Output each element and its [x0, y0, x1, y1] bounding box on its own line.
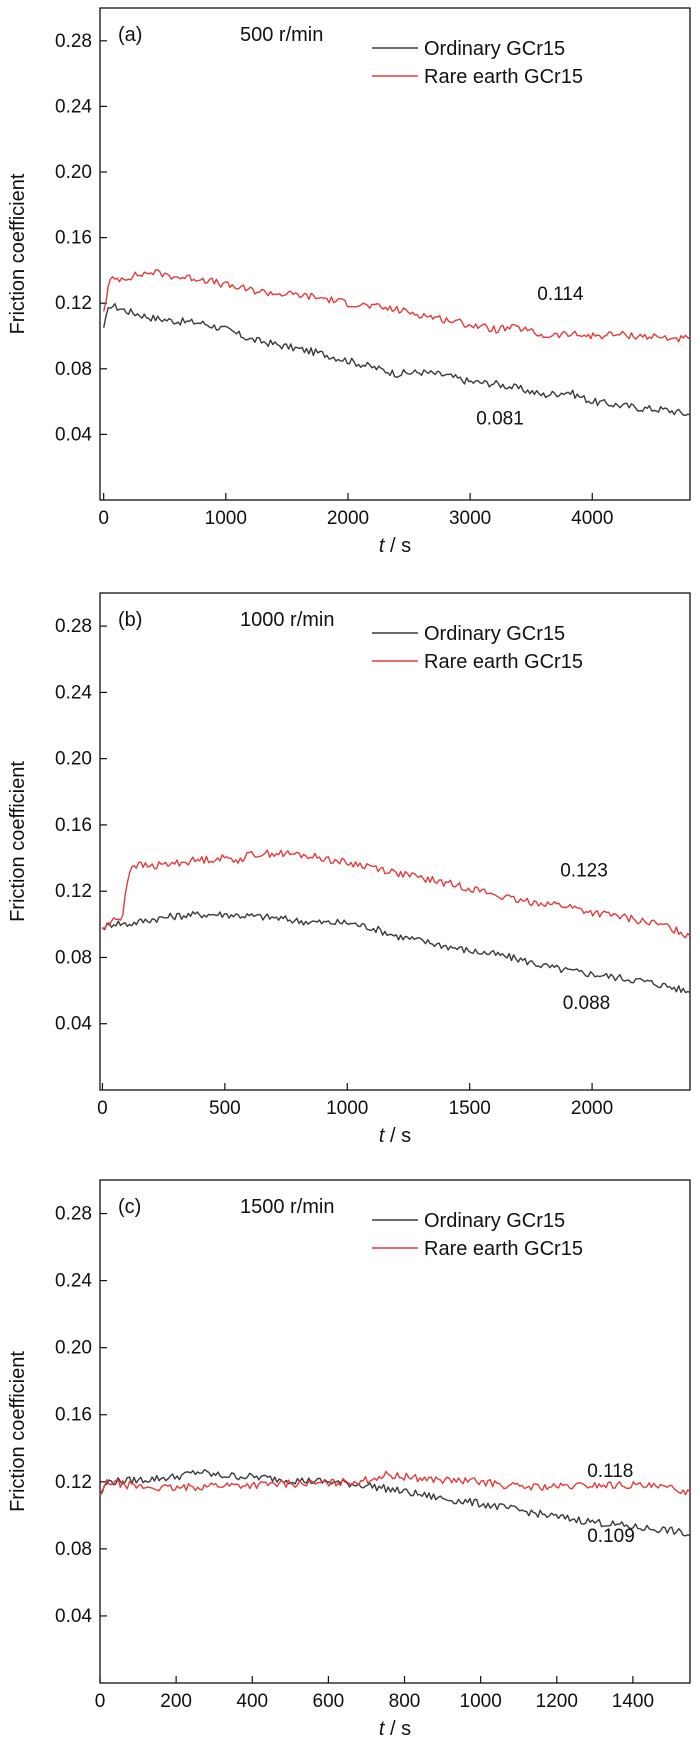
y-tick-label: 0.12 [55, 293, 92, 314]
series-line-ordinary [101, 911, 691, 994]
y-tick-label: 0.16 [55, 1405, 92, 1426]
series-line-ordinary [103, 303, 691, 417]
series-line-rare-earth [102, 849, 691, 939]
x-tick-label: 1200 [536, 1691, 578, 1712]
value-annotation: 0.123 [560, 860, 608, 881]
y-tick-label: 0.24 [55, 1271, 92, 1292]
x-tick-label: 200 [160, 1691, 192, 1712]
panel-label: (a) [118, 24, 142, 46]
x-tick-label: 0 [97, 1098, 108, 1119]
panel-c: 0.04 0.08 0.12 0.16 0.20 0.24 0.28 0 200 400 600 80… [7, 1179, 691, 1740]
y-tick-label: 0.12 [55, 1472, 92, 1493]
x-tick-label: 3000 [449, 508, 491, 529]
y-axis-label: Friction coefficient [7, 761, 29, 922]
x-axis-label: t / s [379, 1718, 411, 1740]
y-tick-label: 0.16 [55, 815, 92, 836]
legend-entry: Rare earth GCr15 [424, 66, 583, 88]
speed-label: 1000 r/min [240, 609, 335, 631]
y-tick-label: 0.28 [55, 1204, 92, 1225]
x-tick-label: 4000 [571, 508, 613, 529]
speed-label: 500 r/min [240, 24, 323, 46]
panel-a: 0.04 0.08 0.12 0.16 0.20 0.24 0.28 0 1000 2000 300… [7, 7, 691, 557]
panel-label: (b) [118, 609, 142, 631]
y-tick-label: 0.08 [55, 359, 92, 380]
x-tick-label: 1000 [326, 1098, 368, 1119]
x-axis-label: t / s [379, 1125, 411, 1147]
x-axis-unit: / s [384, 535, 411, 557]
legend-entry: Ordinary GCr15 [424, 623, 565, 645]
series-line-rare-earth [99, 1470, 691, 1496]
y-axis-label: Friction coefficient [7, 1351, 29, 1512]
x-axis-label: t / s [379, 535, 411, 557]
series-line-rare-earth [103, 269, 691, 343]
value-annotation: 0.118 [587, 1461, 633, 1482]
x-tick-label: 800 [389, 1691, 421, 1712]
plot-frame [99, 7, 691, 501]
value-annotation: 0.114 [537, 284, 584, 305]
y-tick-label: 0.12 [55, 881, 92, 902]
x-tick-label: 600 [313, 1691, 345, 1712]
x-tick-label: 1000 [205, 508, 247, 529]
value-annotation: 0.088 [563, 993, 611, 1014]
value-annotation: 0.081 [476, 409, 524, 430]
y-tick-label: 0.20 [55, 162, 92, 183]
series-line-ordinary [99, 1469, 691, 1537]
speed-label: 1500 r/min [240, 1196, 335, 1218]
y-tick-label: 0.20 [55, 749, 92, 770]
x-axis-variable: t [379, 535, 386, 557]
legend-entry: Ordinary GCr15 [424, 38, 565, 60]
x-axis-unit: / s [384, 1125, 411, 1147]
legend-entry: Rare earth GCr15 [424, 651, 583, 673]
y-axis-label: Friction coefficient [7, 173, 29, 334]
x-axis-unit: / s [384, 1718, 411, 1740]
panel-label: (c) [118, 1196, 141, 1218]
x-tick-label: 1400 [612, 1691, 654, 1712]
x-tick-label: 0 [95, 1691, 106, 1712]
plot-frame [99, 1179, 691, 1684]
x-axis-variable: t [379, 1718, 386, 1740]
legend-entry: Ordinary GCr15 [424, 1210, 565, 1232]
y-tick-label: 0.28 [55, 31, 92, 52]
y-tick-label: 0.04 [55, 1606, 92, 1627]
x-axis-variable: t [379, 1125, 386, 1147]
y-tick-label: 0.04 [55, 1014, 92, 1035]
value-annotation: 0.109 [587, 1526, 635, 1547]
y-tick-label: 0.16 [55, 228, 92, 249]
y-tick-label: 0.28 [55, 616, 92, 637]
x-tick-label: 2000 [327, 508, 369, 529]
x-tick-label: 1500 [449, 1098, 491, 1119]
y-tick-label: 0.04 [55, 424, 92, 445]
x-tick-label: 2000 [571, 1098, 613, 1119]
legend-entry: Rare earth GCr15 [424, 1238, 583, 1260]
y-tick-label: 0.08 [55, 947, 92, 968]
plot-frame [99, 592, 691, 1091]
x-tick-label: 1000 [460, 1691, 502, 1712]
x-tick-label: 400 [236, 1691, 268, 1712]
y-tick-label: 0.24 [55, 96, 92, 117]
panel-b: 0.04 0.08 0.12 0.16 0.20 0.24 0.28 0 500 1000 1500… [7, 592, 691, 1147]
y-tick-label: 0.08 [55, 1539, 92, 1560]
y-tick-label: 0.20 [55, 1338, 92, 1359]
x-tick-label: 0 [98, 508, 109, 529]
x-tick-label: 500 [209, 1098, 241, 1119]
y-tick-label: 0.24 [55, 682, 92, 703]
